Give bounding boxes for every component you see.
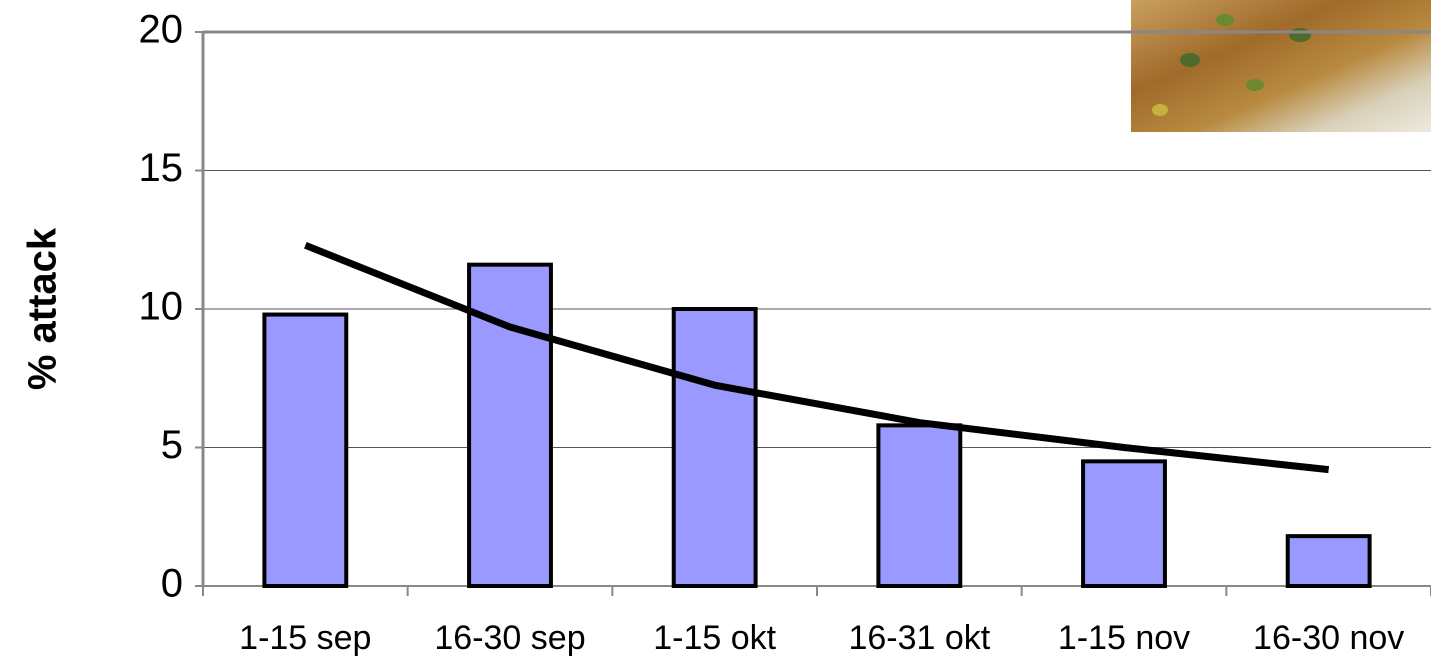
y-tick-label: 5 [161, 423, 183, 467]
x-tick-label: 16-30 sep [434, 619, 585, 657]
x-tick-label: 16-31 okt [848, 619, 990, 657]
chart: % attack 0 5 10 15 20 1-15 sep 16-30 sep 1-15 o… [0, 0, 1431, 666]
bar [264, 315, 346, 586]
bar [1083, 461, 1165, 586]
x-tick-label: 16-30 nov [1253, 619, 1404, 657]
y-tick-label: 10 [139, 285, 184, 329]
photo [1131, 0, 1431, 132]
x-tick-label: 1-15 sep [239, 619, 371, 657]
x-tick-label: 1-15 nov [1058, 619, 1190, 657]
y-axis-label: % attack [21, 227, 65, 390]
bar [1288, 536, 1370, 586]
trend-line [305, 245, 1328, 469]
bar [878, 425, 960, 586]
x-tick-label: 1-15 okt [653, 619, 776, 657]
y-tick-label: 20 [139, 8, 184, 52]
bar [674, 309, 756, 586]
y-tick-label: 15 [139, 146, 184, 190]
y-tick-label: 0 [161, 562, 183, 606]
